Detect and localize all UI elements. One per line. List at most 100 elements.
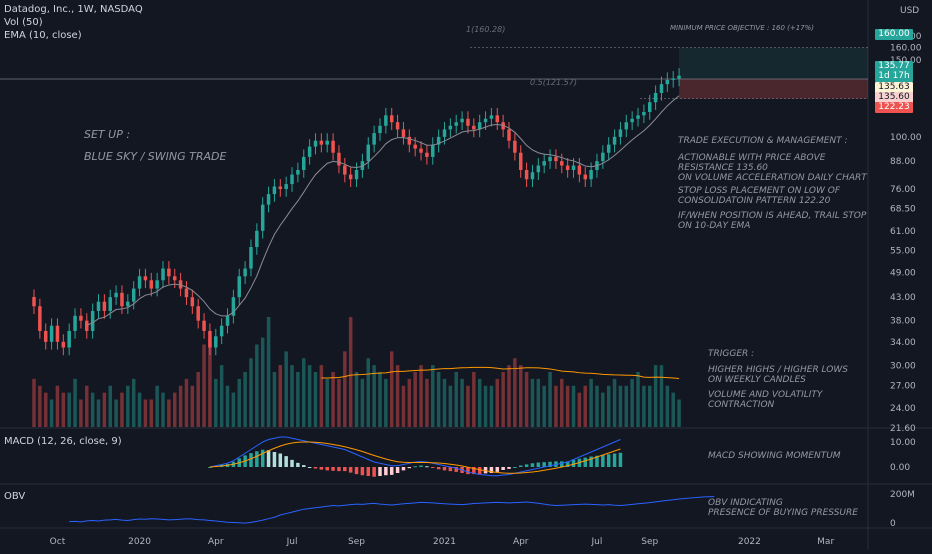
volume-bar [413,372,417,427]
macd-histogram-bar [366,467,371,476]
candle-body [477,122,482,130]
candle-body [49,325,54,342]
volume-bar [395,365,400,427]
volume-bar [659,365,664,427]
fib-level-top: 1(160.28) [466,25,506,34]
price-tick-label: 38.00 [890,317,916,327]
volume-bar [454,372,458,427]
candle-body [431,144,435,157]
volume-bar [102,392,107,427]
candle-body [454,122,458,126]
candle-body [85,320,89,331]
candle-body [231,297,236,316]
candle-body [636,115,640,119]
volume-bar [483,385,488,427]
macd-histogram-bar [384,467,388,476]
macd-tick-label: 0.00 [890,463,910,473]
macd-histogram-bar [348,467,353,473]
candle-body [249,247,253,269]
volume-bar [114,399,118,427]
candle-body [167,268,171,277]
volume-bar [518,365,523,427]
macd-legend: MACD (12, 26, close, 9) [4,436,122,447]
volume-bar [225,385,230,427]
volume-bar [542,385,546,427]
volume-bar [272,372,277,427]
candle-body [108,297,112,311]
trade-note-2: STOP LOSS PLACEMENT ON LOW OF CONSOLIDAT… [678,186,840,206]
volume-bar [67,392,71,427]
candle-body [624,122,629,130]
candle-body [184,288,189,298]
volume-bar [354,372,359,427]
candle-body [419,148,423,153]
volume-bar [530,378,535,427]
volume-bar [155,385,159,427]
stop-price-label: 122.23 [875,102,913,113]
candle-body [648,102,652,112]
volume-bar [249,358,253,427]
candle-body [460,118,464,123]
macd-histogram-bar [319,467,324,470]
volume-bar [648,385,652,427]
price-tick-label: 21.60 [890,424,916,434]
candle-body [472,125,476,130]
price-tick-label: 88.00 [890,157,916,167]
volume-bar [202,344,206,427]
candle-body [589,169,593,180]
time-tick-label: Jul [591,537,603,547]
time-tick-label: Apr [513,537,529,547]
macd-histogram-bar [507,467,511,469]
volume-bar [372,365,376,427]
candle-body [642,111,646,116]
time-tick-label: 2020 [128,537,151,547]
volume-bar [214,378,218,427]
volume-ma-line [321,366,680,379]
symbol-title: Datadog, Inc., 1W, NASDAQ [4,4,143,15]
volume-bar [583,385,587,427]
time-tick-label: Sep [348,537,365,547]
candle-body [149,280,154,289]
price-tick-label: 100.00 [890,133,922,143]
candle-body [618,129,623,137]
candle-body [583,174,587,180]
candle-body [389,115,394,123]
candle-body [565,165,570,170]
trigger-note-2: VOLUME AND VOLATILITY CONTRACTION [708,390,823,410]
volume-bar [618,385,623,427]
volume-bar [331,372,335,427]
candle-body [190,297,195,307]
volume-bar [384,378,388,427]
volume-bar [431,365,435,427]
candle-body [384,115,388,126]
volume-bar [436,372,441,427]
macd-histogram-bar [583,457,587,467]
macd-signal-line [209,441,621,474]
ema-line [86,95,680,326]
volume-bar [642,385,646,427]
macd-histogram-bar [595,455,599,467]
macd-histogram-bar [290,459,294,467]
volume-bar [49,399,54,427]
fib-level-mid: 0.5(121.57) [530,78,577,87]
volume-bar [325,378,329,427]
objective-note: MINIMUM PRICE OBJECTIVE : 160 (+17%) [670,24,815,32]
volume-bar [536,378,541,427]
price-tick-label: 43.00 [890,293,916,303]
macd-histogram-bar [313,467,318,469]
candle-body [495,115,500,123]
candle-body [172,276,177,281]
candle-body [395,122,400,130]
volume-bar [460,378,464,427]
price-tick-label: 61.00 [890,227,916,237]
candle-body [489,115,494,119]
candle-body [296,169,300,175]
volume-bar [196,372,200,427]
price-tick-label: 150.00 [890,56,922,66]
macd-note: MACD SHOWING MOMENTUM [708,451,841,461]
volume-bar [524,372,529,427]
macd-histogram-bar [360,467,365,476]
macd-histogram-bar [272,452,277,467]
volume-bar [61,392,66,427]
